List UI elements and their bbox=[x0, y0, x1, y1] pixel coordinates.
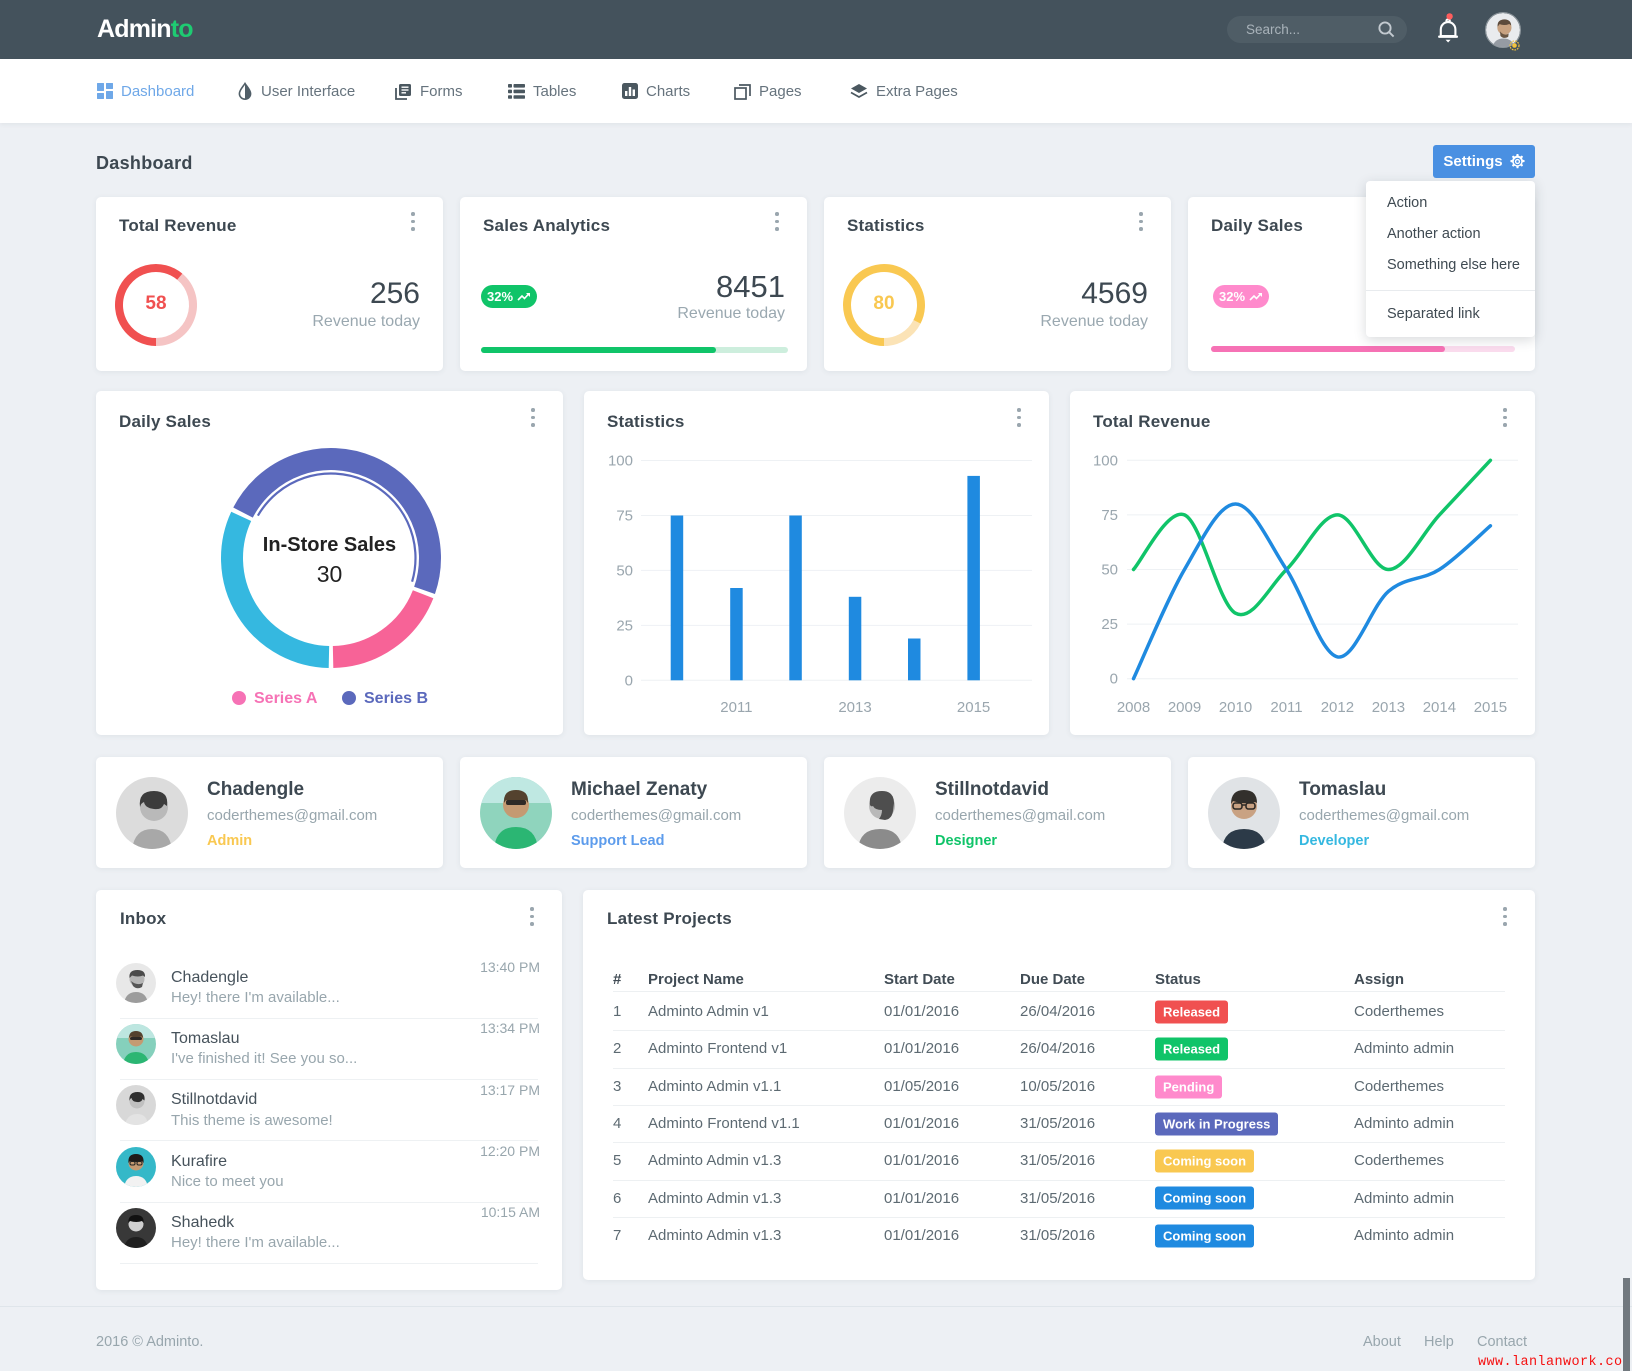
svg-text:25: 25 bbox=[1101, 616, 1118, 633]
svg-text:2015: 2015 bbox=[1474, 699, 1507, 716]
svg-text:2014: 2014 bbox=[1423, 699, 1456, 716]
svg-text:2009: 2009 bbox=[1168, 699, 1201, 716]
svg-text:75: 75 bbox=[616, 508, 633, 525]
svg-text:2011: 2011 bbox=[1270, 699, 1302, 716]
svg-text:100: 100 bbox=[608, 453, 633, 470]
svg-text:2008: 2008 bbox=[1117, 699, 1150, 716]
svg-text:2013: 2013 bbox=[1372, 699, 1405, 716]
svg-text:100: 100 bbox=[1093, 452, 1118, 469]
svg-text:25: 25 bbox=[616, 617, 633, 634]
svg-text:50: 50 bbox=[1101, 562, 1118, 579]
svg-text:2011: 2011 bbox=[720, 699, 752, 716]
svg-text:0: 0 bbox=[625, 672, 633, 689]
svg-text:2012: 2012 bbox=[1321, 699, 1354, 716]
svg-text:2015: 2015 bbox=[957, 699, 990, 716]
svg-text:0: 0 bbox=[1110, 671, 1118, 688]
svg-text:2013: 2013 bbox=[838, 699, 871, 716]
svg-text:50: 50 bbox=[616, 562, 633, 579]
svg-text:2010: 2010 bbox=[1219, 699, 1252, 716]
svg-text:75: 75 bbox=[1101, 507, 1118, 524]
